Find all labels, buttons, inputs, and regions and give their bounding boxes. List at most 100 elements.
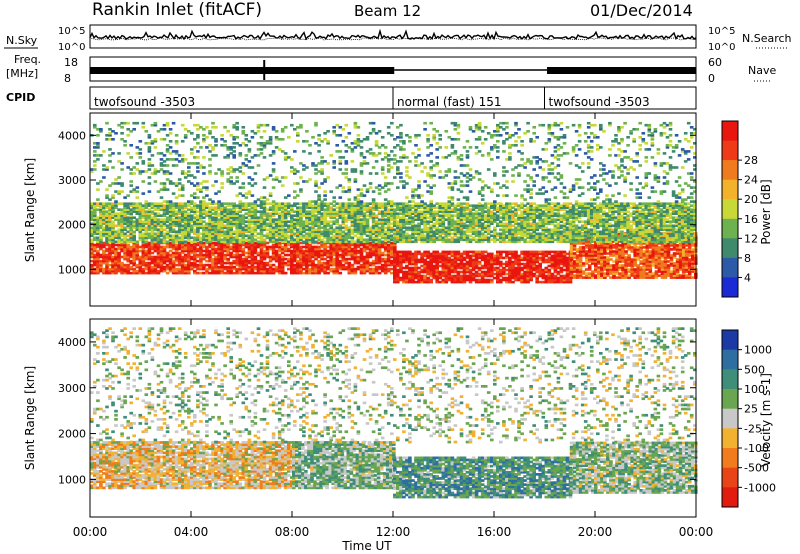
heatmap-cell bbox=[93, 206, 97, 209]
heatmap-cell bbox=[111, 230, 115, 234]
heatmap-cell bbox=[645, 266, 650, 269]
heatmap-cell bbox=[314, 269, 318, 273]
heatmap-cell bbox=[502, 256, 506, 260]
heatmap-cell bbox=[108, 234, 112, 238]
heatmap-cell bbox=[347, 243, 352, 247]
heatmap-cell bbox=[120, 226, 124, 230]
heatmap-cell bbox=[627, 274, 631, 277]
heatmap-cell bbox=[597, 242, 601, 245]
beam-label: Beam 12 bbox=[354, 2, 421, 20]
heatmap-cell bbox=[256, 243, 261, 247]
heatmap-cell bbox=[226, 251, 230, 255]
heatmap-cell bbox=[265, 269, 270, 273]
heatmap-cell bbox=[147, 243, 152, 247]
heatmap-cell bbox=[280, 259, 285, 263]
heatmap-cell bbox=[105, 202, 109, 205]
heatmap-cell bbox=[615, 242, 619, 245]
heatmap-cell bbox=[648, 256, 653, 259]
heatmap-cell bbox=[199, 257, 203, 261]
heatmap-cell bbox=[108, 263, 112, 267]
heatmap-cell bbox=[135, 257, 140, 261]
heatmap-cell bbox=[544, 280, 549, 284]
heatmap-cell bbox=[256, 265, 261, 269]
heatmap-cell bbox=[447, 264, 452, 268]
heatmap-cell bbox=[259, 267, 264, 271]
heatmap-cell bbox=[217, 255, 221, 259]
heatmap-cell bbox=[365, 261, 370, 265]
heatmap-cell bbox=[356, 259, 361, 263]
heatmap-cell bbox=[480, 264, 485, 268]
heatmap-cell bbox=[138, 228, 143, 232]
heatmap-cell bbox=[235, 204, 239, 207]
heatmap-cell bbox=[226, 243, 230, 247]
heatmap-cell bbox=[117, 216, 121, 219]
heatmap-cell bbox=[117, 267, 121, 271]
heatmap-cell bbox=[556, 266, 561, 270]
heatmap-cell bbox=[141, 253, 146, 257]
heatmap-cell bbox=[323, 253, 327, 257]
heatmap-cell bbox=[393, 258, 397, 262]
heatmap-cell bbox=[447, 268, 452, 272]
heatmap-cell bbox=[141, 257, 146, 261]
heatmap-cell bbox=[217, 267, 221, 271]
heatmap-cell bbox=[383, 257, 388, 261]
heatmap-cell bbox=[556, 264, 561, 268]
heatmap-cell bbox=[144, 226, 149, 230]
heatmap-cell bbox=[326, 245, 330, 249]
heatmap-cell bbox=[603, 256, 607, 259]
heatmap-cell bbox=[402, 260, 406, 264]
heatmap-cell bbox=[383, 259, 388, 263]
heatmap-cell bbox=[238, 247, 243, 251]
heatmap-cell bbox=[529, 256, 533, 260]
heatmap-cell bbox=[514, 272, 518, 276]
heatmap-cell bbox=[450, 266, 455, 270]
heatmap-cell bbox=[162, 247, 167, 251]
heatmap-cell bbox=[569, 248, 574, 251]
heatmap-cell bbox=[129, 259, 133, 263]
heatmap-cell bbox=[177, 243, 182, 247]
heatmap-cell bbox=[235, 245, 239, 249]
heatmap-cell bbox=[183, 202, 188, 205]
heatmap-cell bbox=[180, 265, 185, 269]
heatmap-cell bbox=[283, 263, 288, 267]
heatmap-cell bbox=[114, 206, 118, 209]
heatmap-cell bbox=[147, 214, 152, 217]
heatmap-cell bbox=[156, 243, 161, 247]
heatmap-cell bbox=[277, 265, 282, 269]
heatmap-cell bbox=[93, 249, 97, 253]
heatmap-cell bbox=[174, 269, 179, 273]
heatmap-cell bbox=[535, 260, 539, 264]
heatmap-cell bbox=[535, 264, 539, 268]
heatmap-cell bbox=[505, 272, 509, 276]
heatmap-cell bbox=[429, 254, 433, 258]
heatmap-cell bbox=[129, 261, 133, 265]
heatmap-cell bbox=[132, 232, 136, 236]
heatmap-cell bbox=[141, 228, 146, 232]
heatmap-cell bbox=[538, 268, 542, 272]
heatmap-cell bbox=[332, 263, 336, 267]
heatmap-cell bbox=[111, 202, 115, 205]
heatmap-cell bbox=[514, 274, 518, 278]
heatmap-cell bbox=[168, 265, 173, 269]
heatmap-cell bbox=[435, 256, 439, 260]
heatmap-cell bbox=[618, 266, 622, 269]
heatmap-cell bbox=[208, 267, 212, 271]
heatmap-cell bbox=[280, 263, 285, 267]
heatmap-cell bbox=[135, 243, 140, 247]
heatmap-cell bbox=[453, 258, 458, 262]
heatmap-cell bbox=[114, 218, 118, 221]
heatmap-cell bbox=[223, 206, 227, 209]
heatmap-cell bbox=[271, 249, 276, 253]
heatmap-cell bbox=[462, 274, 467, 278]
heatmap-cell bbox=[591, 236, 595, 239]
heatmap-cell bbox=[547, 276, 552, 280]
cpid-segments: twofsound -3503 normal (fast) 151 twofsoun… bbox=[94, 87, 650, 109]
heatmap-cell bbox=[459, 274, 464, 278]
heatmap-cell bbox=[226, 265, 230, 269]
heatmap-cell bbox=[405, 272, 409, 276]
heatmap-cell bbox=[681, 260, 686, 263]
heatmap-cell bbox=[102, 249, 106, 253]
heatmap-cell bbox=[271, 267, 276, 271]
heatmap-cell bbox=[229, 267, 233, 271]
heatmap-cell bbox=[241, 247, 246, 251]
